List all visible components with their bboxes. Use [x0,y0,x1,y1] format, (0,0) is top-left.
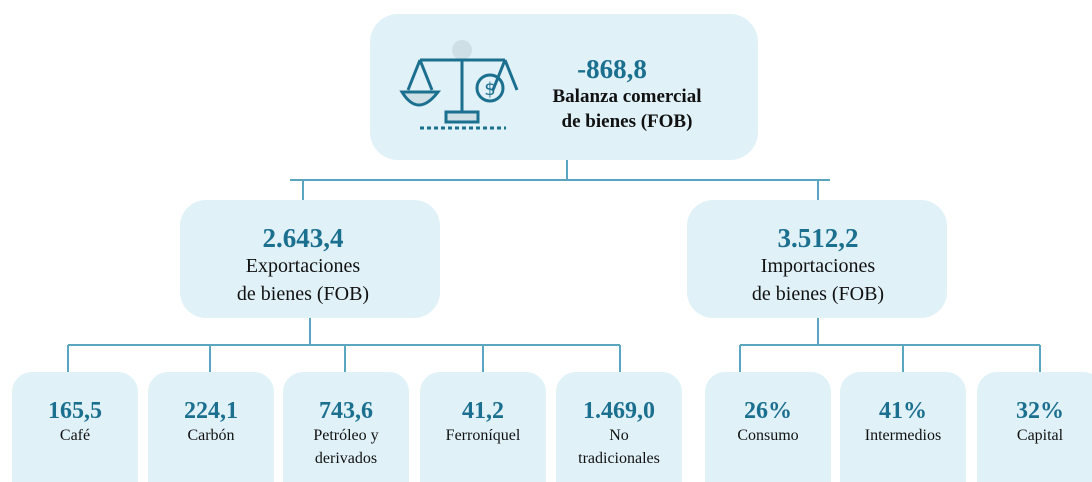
leaf-value: 26% [744,398,792,424]
leaf-box [12,372,138,482]
branch-label: de bienes (FOB) [752,283,884,305]
leaf-label: No [609,427,629,444]
branch-box [687,200,947,318]
connectors [290,160,830,181]
leaf-value: 41,2 [462,398,504,424]
leaf-box [148,372,274,482]
leaf-label: Capital [1017,427,1064,444]
branch-value: 2.643,4 [263,223,344,253]
leaf-label: Carbón [187,427,234,444]
leaf-value: 32% [1016,398,1064,424]
leaf-box [420,372,546,482]
top-label: Balanza comercial [553,86,702,107]
leaf-label: Intermedios [865,427,941,444]
leaf-value: 743,6 [319,398,373,424]
leaf-label: Ferroníquel [446,427,521,444]
leaf-box [840,372,966,482]
svg-text:$: $ [484,79,495,100]
top-label: de bienes (FOB) [562,111,693,132]
leaf-value: 41% [879,398,927,424]
branch-label: de bienes (FOB) [237,283,369,305]
branch-value: 3.512,2 [778,223,859,253]
leaf-label: Consumo [737,427,798,444]
leaf-box [283,372,409,482]
branch-box [180,200,440,318]
leaf-box [556,372,682,482]
branch-label: Importaciones [761,255,876,277]
leaf-label: Café [60,427,90,444]
leaf-value: 165,5 [48,398,102,424]
leaf-box [977,372,1092,482]
leaf-label: Petróleo y [313,427,378,444]
leaf-box [705,372,831,482]
leaf-label: tradicionales [578,450,660,467]
top-value: -868,8 [577,54,647,84]
leaf-value: 224,1 [184,398,238,424]
scale-icon: $ [399,40,519,130]
leaf-label: derivados [315,450,377,467]
branch-label: Exportaciones [246,255,361,277]
leaf-value: 1.469,0 [583,398,655,424]
